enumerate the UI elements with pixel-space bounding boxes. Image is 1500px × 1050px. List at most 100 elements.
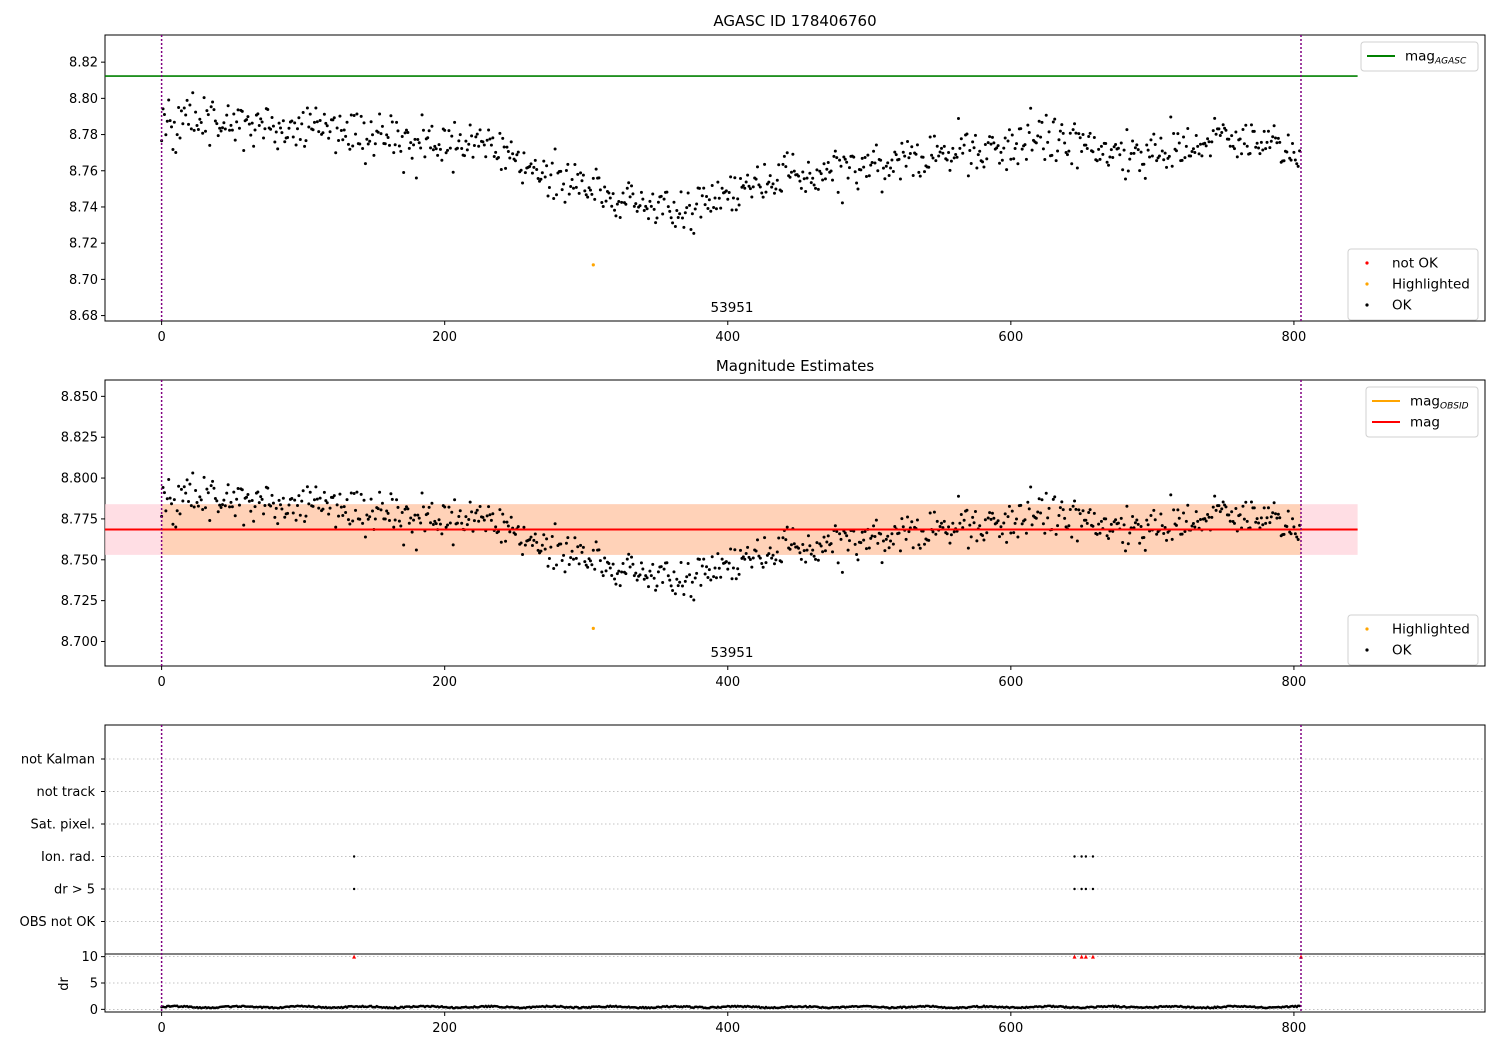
panel-2-ok-point	[249, 509, 253, 513]
panel-1-ok-point	[956, 117, 960, 121]
panel-2-ok-point	[847, 539, 851, 543]
panel-1-ok-point	[338, 114, 342, 118]
panel-1-ok-point	[983, 143, 987, 147]
panel-1-ok-point	[230, 128, 234, 132]
panel-2-ok-point	[1073, 499, 1077, 503]
panel-1-ok-point	[1036, 134, 1040, 138]
panel-1-ok-point	[966, 174, 970, 178]
panel-2-ok-point	[472, 519, 476, 523]
panel-2-ok-point	[886, 534, 890, 538]
panel-2-ok-point	[945, 532, 949, 536]
panel-1-ok-point	[304, 139, 308, 143]
panel-2-ok-point	[1183, 530, 1187, 534]
panel-1-ok-point	[709, 209, 713, 213]
panel-1-ok-point	[237, 126, 241, 130]
panel-1-ok-point	[952, 156, 956, 160]
panel-1-ok-point	[1020, 147, 1024, 151]
panel-1-ok-point	[948, 168, 952, 172]
dr-y-tick-label: 10	[81, 950, 98, 965]
panel-2-ok-point	[1125, 504, 1129, 508]
panel-2-ok-point	[910, 520, 914, 524]
panel-2-ok-point	[308, 490, 312, 494]
panel-1-ok-point	[898, 177, 902, 181]
panel-1-ok-point	[1012, 157, 1016, 161]
panel-2-ok-point	[621, 561, 625, 565]
panel-1-ok-point	[672, 200, 676, 204]
panel-1-ok-point	[1040, 120, 1044, 124]
panel-2-ok-point	[1143, 548, 1147, 552]
panel-2-ok-point	[1078, 512, 1082, 516]
panel-2-ok-point	[1262, 506, 1266, 510]
panel-1-ok-point	[532, 165, 536, 169]
panel-2-ok-point	[576, 545, 580, 549]
panel-1-ok-point	[583, 189, 587, 193]
panel-2-ok-point	[981, 533, 985, 537]
panel-1-ok-point	[1084, 143, 1088, 147]
panel-1-ok-point	[467, 142, 471, 146]
panel-1-ok-point	[1077, 132, 1081, 136]
panel-1-ok-point	[501, 136, 505, 140]
panel-1-ok-point	[1177, 141, 1181, 145]
panel-2-ok-point	[792, 542, 796, 546]
panel-2-ok-point	[992, 516, 996, 520]
panel-2-ok-point	[1039, 511, 1043, 515]
panel-1-ok-point	[1050, 153, 1054, 157]
panel-2-ok-point	[956, 494, 960, 498]
panel-1-ok-point	[832, 154, 836, 158]
panel-2-ok-point	[419, 521, 423, 525]
panel-2-ok-point	[546, 564, 550, 568]
panel-2-ok-point	[583, 560, 587, 564]
panel-1-ok-point	[826, 160, 830, 164]
panel-3-x-tick-label: 400	[715, 1021, 740, 1036]
panel-1-ok-point	[755, 165, 759, 169]
panel-2-ok-point	[482, 518, 486, 522]
panel-2-ok-point	[270, 493, 274, 497]
panel-2-ok-point	[334, 525, 338, 529]
panel-2-ok-point	[1204, 519, 1208, 523]
panel-1-ok-point	[1065, 153, 1069, 157]
panel-2-ok-point	[822, 535, 826, 539]
panel-1-ok-point	[942, 144, 946, 148]
panel-1-ok-point	[700, 194, 704, 198]
panel-1-ok-point	[1153, 143, 1157, 147]
panel-2-ok-point	[768, 546, 772, 550]
panel-1-ok-point	[280, 131, 284, 135]
panel-2-ok-point	[932, 510, 936, 514]
panel-1-ok-point	[327, 136, 331, 140]
panel-1-ok-point	[369, 120, 373, 124]
panel-2-ok-point	[399, 524, 403, 528]
panel-2-ok-point	[890, 532, 894, 536]
panel-1-ok-point	[487, 128, 491, 132]
panel-2-ok-point	[973, 509, 977, 513]
panel-1-ok-point	[1245, 144, 1249, 148]
panel-1-ok-point	[392, 151, 396, 155]
panel-1-ok-point	[560, 188, 564, 192]
panel-1-ok-point	[300, 122, 304, 126]
panel-1-ok-point	[444, 151, 448, 155]
panel-2-ok-point	[458, 509, 462, 513]
panel-1-ok-point	[225, 113, 229, 117]
panel-1-ok-point	[566, 162, 570, 166]
panel-1-ok-point	[256, 112, 260, 116]
flag-point	[352, 887, 356, 891]
panel-1-ok-point	[332, 116, 336, 120]
panel-2-ok-point	[838, 532, 842, 536]
panel-1-ok-point	[1276, 136, 1280, 140]
panel-2-ok-point	[1172, 508, 1176, 512]
panel-1-ok-point	[1041, 147, 1045, 151]
panel-2-ok-point	[996, 519, 1000, 523]
panel-1-ok-point	[1145, 143, 1149, 147]
panel-2-ok-point	[438, 522, 442, 526]
panel-1-ok-point	[697, 186, 701, 190]
panel-2-ok-point	[1013, 521, 1017, 525]
panel-2-ok-point	[501, 512, 505, 516]
panel-2-ok-point	[1023, 518, 1027, 522]
panel-2-ok-point	[680, 584, 684, 588]
panel-2-ok-point	[1269, 515, 1273, 519]
panel-1-ok-point	[1261, 148, 1265, 152]
panel-2-ok-point	[1295, 535, 1299, 539]
legend-marker-ok	[1365, 648, 1369, 652]
panel-1-ok-point	[853, 170, 857, 174]
panel-1-ok-point	[1183, 156, 1187, 160]
dr-clipped-marker	[1090, 954, 1095, 959]
